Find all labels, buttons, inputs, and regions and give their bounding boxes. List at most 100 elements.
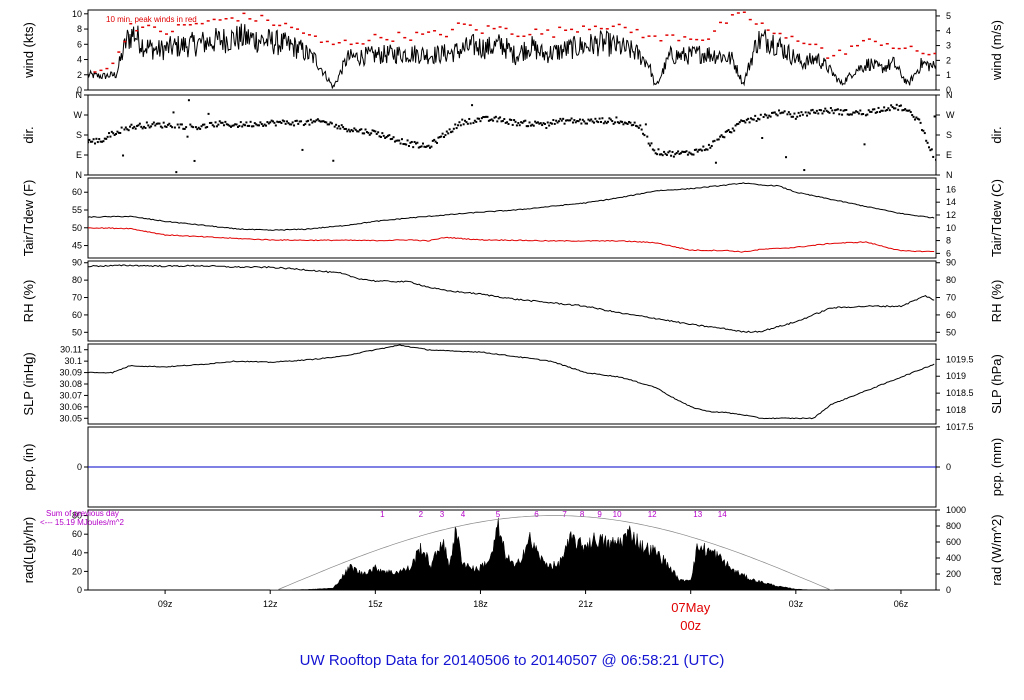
direction-dot [273, 121, 276, 124]
direction-dot [210, 121, 213, 124]
direction-dot [521, 121, 524, 124]
direction-dot [248, 124, 251, 127]
direction-dot [284, 122, 287, 125]
direction-dot [360, 128, 363, 131]
rad-right-tick-label: 800 [946, 521, 961, 531]
direction-dot [820, 109, 823, 112]
direction-dot [614, 121, 617, 124]
direction-dot [786, 113, 789, 116]
direction-dot [573, 119, 576, 122]
direction-dot [283, 120, 286, 123]
direction-dot [932, 155, 935, 158]
direction-dot [588, 119, 591, 122]
direction-dot [235, 123, 238, 126]
direction-dot [221, 121, 224, 124]
wind-ylabel-left: wind (kts) [21, 22, 36, 79]
direction-dot [155, 122, 158, 125]
direction-dot [619, 120, 622, 123]
direction-dot [266, 121, 269, 124]
direction-dot [595, 120, 598, 123]
direction-dot [311, 121, 314, 124]
direction-dot [744, 121, 747, 124]
direction-dot [621, 120, 624, 123]
direction-dot [843, 109, 846, 112]
wind-peak-wind-marks [93, 11, 936, 73]
direction-dot [399, 142, 402, 145]
direction-dot [504, 121, 507, 124]
direction-dot [496, 120, 499, 123]
direction-dot [685, 150, 688, 153]
direction-dot [386, 134, 389, 137]
direction-dot [511, 123, 514, 126]
direction-dot [706, 148, 709, 151]
direction-dot [186, 135, 189, 138]
direction-dot [799, 114, 802, 117]
direction-dot [391, 137, 394, 140]
direction-dot [806, 114, 809, 117]
direction-dot [883, 106, 886, 109]
footer-title: UW Rooftop Data for 20140506 to 20140507… [300, 652, 725, 669]
direction-dot [696, 150, 699, 153]
dir-left-tick-label: W [74, 110, 83, 120]
direction-dot [839, 109, 842, 112]
direction-dot [863, 143, 866, 146]
direction-dot [120, 126, 123, 129]
direction-dot [231, 124, 234, 127]
direction-dot [590, 118, 593, 121]
direction-dot [637, 126, 640, 129]
direction-dot [933, 115, 936, 118]
wind-right-tick-label: 3 [946, 41, 951, 51]
dir-ylabel-right: dir. [989, 126, 1004, 143]
direction-dot [814, 111, 817, 114]
direction-dot [668, 150, 671, 153]
direction-dot [483, 116, 486, 119]
direction-dot [656, 153, 659, 156]
direction-dot [748, 121, 751, 124]
direction-dot [566, 119, 569, 122]
direction-dot [529, 124, 532, 127]
temp-right-tick-label: 12 [946, 210, 956, 220]
direction-dot [780, 111, 783, 114]
direction-dot [308, 123, 311, 126]
direction-dot [147, 124, 150, 127]
direction-dot [136, 124, 139, 127]
direction-dot [225, 123, 228, 126]
direction-dot [256, 124, 259, 127]
direction-dot [375, 132, 378, 135]
wind-right-tick-label: 0 [946, 85, 951, 95]
direction-dot [354, 128, 357, 131]
direction-dot [741, 120, 744, 123]
direction-dot [252, 125, 255, 128]
direction-dot [585, 122, 588, 125]
direction-dot [724, 130, 727, 133]
direction-dot [242, 123, 245, 126]
direction-dot [193, 159, 196, 162]
direction-dot [451, 130, 454, 133]
direction-dot [653, 149, 656, 152]
direction-dot [340, 124, 343, 127]
direction-dot [508, 118, 511, 121]
direction-dot [182, 127, 185, 130]
direction-dot [190, 125, 193, 128]
direction-dot [738, 121, 741, 124]
direction-dot [571, 121, 574, 124]
direction-dot [646, 135, 649, 138]
direction-dot [259, 121, 262, 124]
direction-dot [406, 139, 409, 142]
direction-dot [459, 124, 462, 127]
slp-right-tick-label: 1019 [946, 371, 966, 381]
direction-dot [675, 152, 678, 155]
direction-dot [688, 151, 691, 154]
direction-dot [465, 121, 468, 124]
direction-dot [377, 131, 380, 134]
direction-dot [445, 130, 448, 133]
direction-dot [749, 117, 752, 120]
wind-left-tick-label: 10 [72, 9, 82, 19]
direction-dot [721, 135, 724, 138]
direction-dot [665, 153, 668, 156]
direction-dot [102, 140, 105, 143]
direction-dot [122, 154, 125, 157]
direction-dot [703, 149, 706, 152]
direction-dot [110, 130, 113, 133]
direction-dot [574, 121, 577, 124]
